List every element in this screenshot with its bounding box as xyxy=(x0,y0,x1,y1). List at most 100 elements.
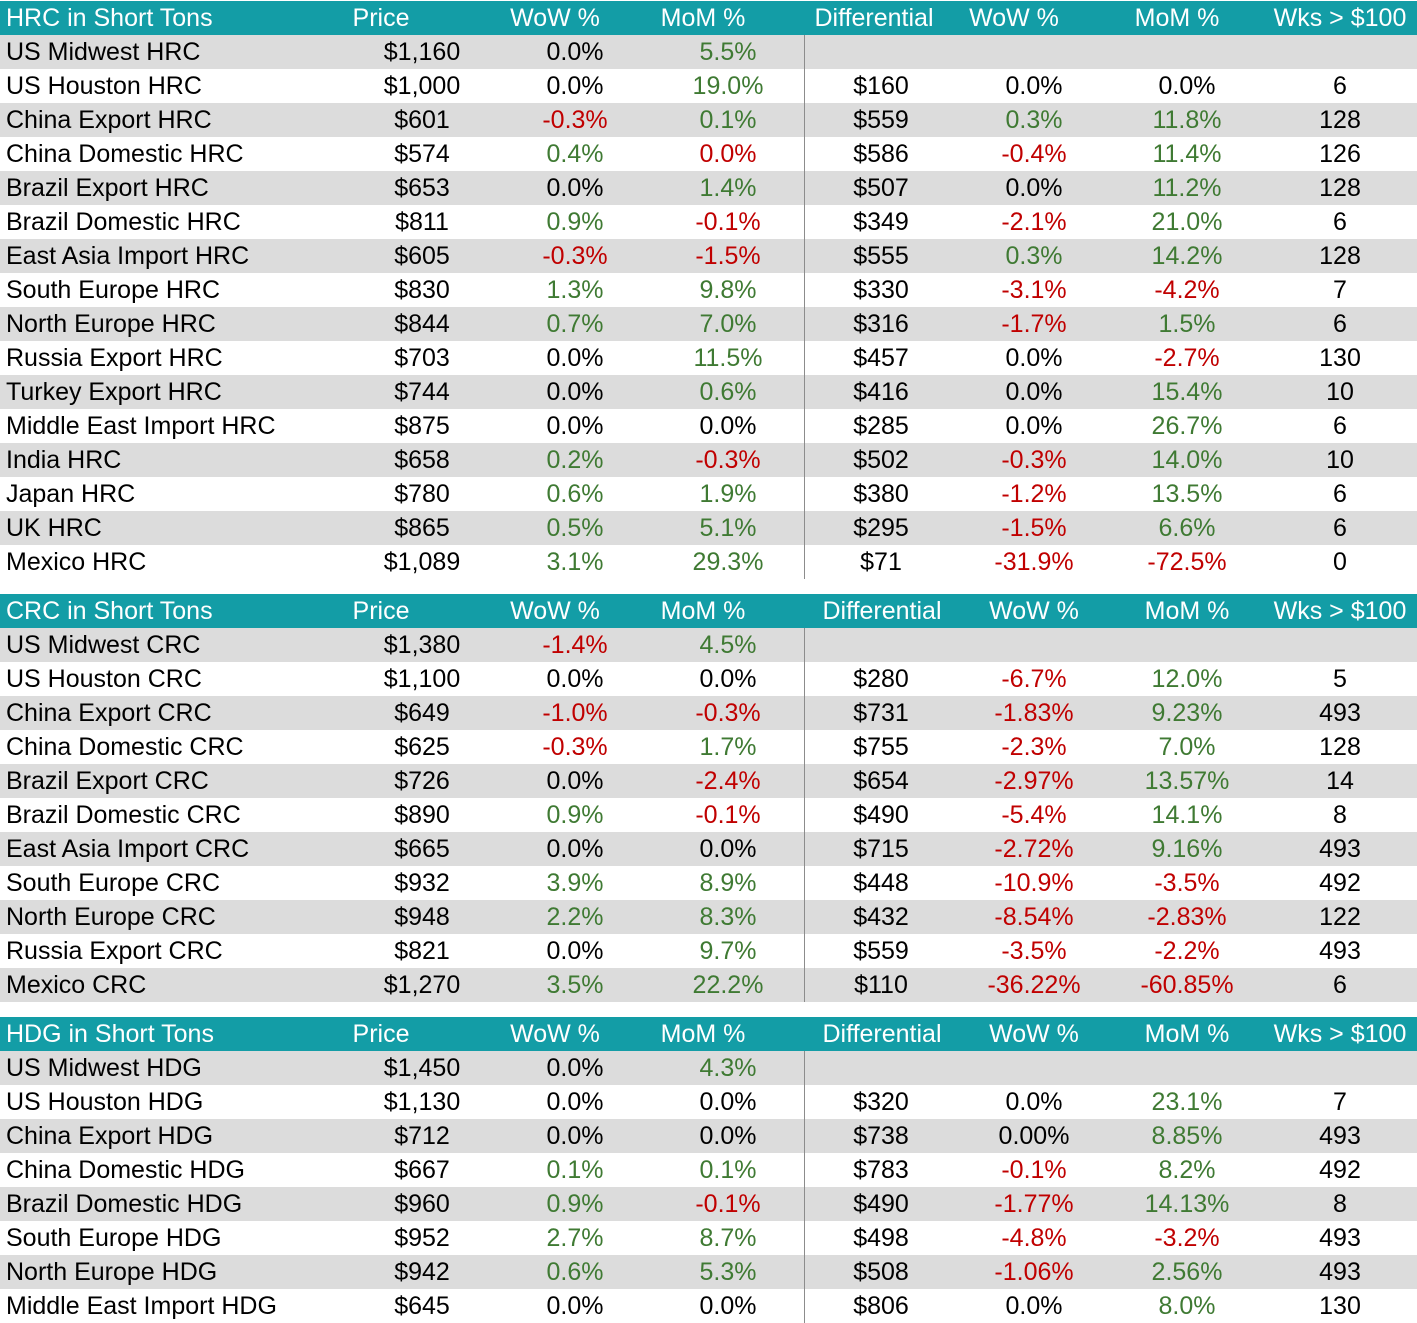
price-cell: $811 xyxy=(395,208,449,236)
diff-wow-cell: -6.7% xyxy=(1001,665,1067,693)
mom-cell: 1.9% xyxy=(699,480,757,508)
product-name: Middle East Import HDG xyxy=(6,1292,277,1320)
weeks-cell: 7 xyxy=(1333,1088,1347,1116)
wow-cell: 0.5% xyxy=(546,514,604,542)
weeks-cell: 6 xyxy=(1333,971,1347,999)
wow-cell: 0.0% xyxy=(546,937,604,965)
diff-wow-cell: -8.54% xyxy=(994,903,1074,931)
table-row: North Europe HRC $844 0.7% 7.0% $316 -1.7% 1.5… xyxy=(0,307,1417,341)
diff-wow-cell: -2.97% xyxy=(994,767,1074,795)
differential-cell: $320 xyxy=(853,1088,909,1116)
wow-cell: 0.9% xyxy=(546,1190,604,1218)
price-cell: $1,000 xyxy=(383,72,461,100)
wow-cell: 0.6% xyxy=(546,1258,604,1286)
table-row: South Europe CRC $932 3.9% 8.9% $448 -10.9% -3… xyxy=(0,866,1417,900)
diff-wow-cell: 0.0% xyxy=(1005,72,1063,100)
differential-cell: $654 xyxy=(853,767,909,795)
mom-cell: 8.7% xyxy=(699,1224,757,1252)
product-name: US Midwest CRC xyxy=(6,631,201,659)
differential-cell: $316 xyxy=(853,310,909,338)
diff-wow-cell: 0.0% xyxy=(1005,174,1063,202)
diff-wow-cell: 0.0% xyxy=(1005,344,1063,372)
diff-mom-cell: -2.7% xyxy=(1154,344,1220,372)
differential-cell: $559 xyxy=(853,106,909,134)
weeks-header: Wks > $100 xyxy=(1273,597,1407,625)
price-cell: $712 xyxy=(394,1122,450,1150)
wow-cell: 0.0% xyxy=(546,1054,604,1082)
wow-cell: -0.3% xyxy=(542,106,608,134)
weeks-cell: 14 xyxy=(1326,767,1354,795)
weeks-cell: 8 xyxy=(1333,1190,1347,1218)
wow-cell: 0.0% xyxy=(546,174,604,202)
diff-mom-cell: 8.0% xyxy=(1158,1292,1216,1320)
wow-cell: 0.0% xyxy=(546,378,604,406)
mom-cell: 7.0% xyxy=(699,310,757,338)
header-row: HDG in Short Tons Price WoW % MoM % Differen… xyxy=(0,1017,1417,1051)
price-cell: $649 xyxy=(394,699,450,727)
wow-cell: -0.3% xyxy=(542,242,608,270)
diff-mom-cell: -72.5% xyxy=(1147,548,1227,576)
table-row: Japan HRC $780 0.6% 1.9% $380 -1.2% 13.5% 6 xyxy=(0,477,1417,511)
price-cell: $601 xyxy=(394,106,450,134)
wow-cell: 0.0% xyxy=(546,344,604,372)
diff-mom-cell: 21.0% xyxy=(1151,208,1223,236)
price-cell: $948 xyxy=(394,903,450,931)
diff-mom-cell: 14.2% xyxy=(1151,242,1223,270)
table-row: Middle East Import HRC $875 0.0% 0.0% $285 0.… xyxy=(0,409,1417,443)
differential-cell xyxy=(806,35,956,69)
diff-mom-header: MoM % xyxy=(1144,597,1230,625)
product-name: UK HRC xyxy=(6,514,102,542)
table-row: China Export HDG $712 0.0% 0.0% $738 0.00% 8.8… xyxy=(0,1119,1417,1153)
diff-mom-header: MoM % xyxy=(1134,4,1220,32)
mom-cell: -0.1% xyxy=(695,801,761,829)
mom-cell: 1.4% xyxy=(699,174,757,202)
table-row: Brazil Export HRC $653 0.0% 1.4% $507 0.0% 11.… xyxy=(0,171,1417,205)
mom-cell: 0.0% xyxy=(699,665,757,693)
mom-cell: 8.9% xyxy=(699,869,757,897)
differential-cell: $160 xyxy=(853,72,909,100)
table-row: Russia Export CRC $821 0.0% 9.7% $559 -3.5% -2… xyxy=(0,934,1417,968)
weeks-cell: 128 xyxy=(1319,242,1361,270)
diff-wow-cell: -2.72% xyxy=(994,835,1074,863)
wow-header: WoW % xyxy=(510,597,600,625)
mom-cell: 0.0% xyxy=(699,1088,757,1116)
product-name: Brazil Domestic HDG xyxy=(6,1190,243,1218)
wow-cell: 0.0% xyxy=(546,412,604,440)
mom-cell: -0.3% xyxy=(695,446,761,474)
differential-header: Differential xyxy=(814,4,934,32)
differential-cell: $295 xyxy=(853,514,909,542)
table-row: South Europe HRC $830 1.3% 9.8% $330 -3.1% -4.… xyxy=(0,273,1417,307)
product-name: East Asia Import CRC xyxy=(6,835,250,863)
product-name: Brazil Domestic CRC xyxy=(6,801,241,829)
differential-cell: $71 xyxy=(860,548,902,576)
price-header: Price xyxy=(352,1020,410,1048)
differential-cell: $280 xyxy=(853,665,909,693)
weeks-cell: 6 xyxy=(1333,72,1347,100)
mom-cell: 4.3% xyxy=(699,1054,757,1082)
table-row: South Europe HDG $952 2.7% 8.7% $498 -4.8% -3.… xyxy=(0,1221,1417,1255)
diff-mom-cell: -3.5% xyxy=(1154,869,1220,897)
mom-cell: 0.0% xyxy=(699,1292,757,1320)
mom-cell: 22.2% xyxy=(692,971,764,999)
diff-mom-cell: 26.7% xyxy=(1151,412,1223,440)
price-cell: $952 xyxy=(394,1224,450,1252)
diff-wow-cell: -1.77% xyxy=(994,1190,1074,1218)
wow-cell: 0.0% xyxy=(546,1122,604,1150)
differential-cell: $783 xyxy=(853,1156,909,1184)
weeks-cell: 10 xyxy=(1326,446,1354,474)
diff-mom-cell: 6.6% xyxy=(1158,514,1216,542)
diff-wow-cell: -1.5% xyxy=(1001,514,1067,542)
mom-cell: 0.1% xyxy=(699,1156,757,1184)
wow-cell: 3.1% xyxy=(546,548,604,576)
diff-mom-cell: 14.1% xyxy=(1151,801,1223,829)
table-row: China Export CRC $649 -1.0% -0.3% $731 -1.83%… xyxy=(0,696,1417,730)
differential-cell: $432 xyxy=(853,903,909,931)
weeks-cell: 5 xyxy=(1333,665,1347,693)
diff-wow-cell: 0.0% xyxy=(1005,378,1063,406)
mom-cell: -0.3% xyxy=(695,699,761,727)
differential-cell: $559 xyxy=(853,937,909,965)
differential-cell: $586 xyxy=(853,140,909,168)
table-row: Russia Export HRC $703 0.0% 11.5% $457 0.0% -2… xyxy=(0,341,1417,375)
diff-wow-cell: -3.1% xyxy=(1001,276,1067,304)
